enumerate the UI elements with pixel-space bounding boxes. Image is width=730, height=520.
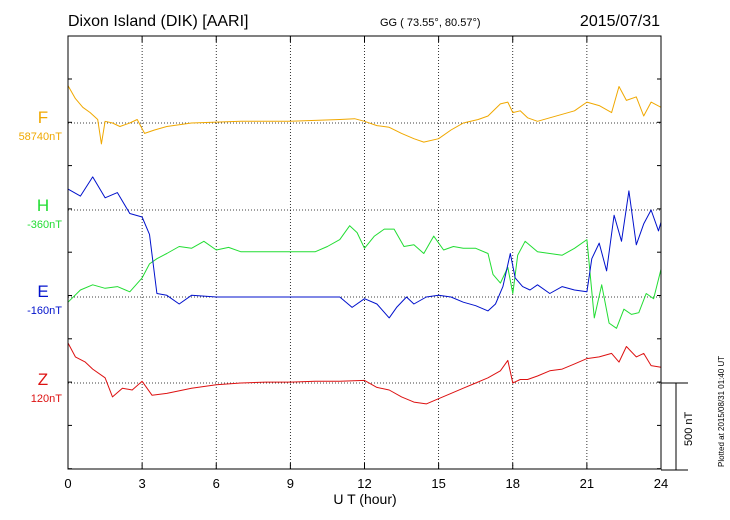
x-tick-label: 6 (213, 476, 220, 491)
series-name-h: H (37, 196, 49, 215)
x-tick-label: 12 (357, 476, 371, 491)
series-name-z: Z (38, 370, 48, 389)
series-layer (67, 85, 662, 405)
chart-date: 2015/07/31 (579, 13, 660, 30)
x-tick-label: 24 (654, 476, 668, 491)
x-tick-label: 18 (506, 476, 520, 491)
station-title: Dixon Island (DIK) [AARI] (68, 13, 249, 30)
series-line-f (67, 85, 662, 145)
series-line-e (67, 176, 662, 319)
grid-lines (68, 36, 661, 469)
series-labels: F 58740nT H -360nT E -160nT Z 120nT (19, 108, 63, 405)
series-line-z (67, 342, 662, 405)
scale-bar: 500 nT (661, 382, 695, 471)
x-tick-label: 9 (287, 476, 294, 491)
scale-bar-label: 500 nT (683, 411, 695, 446)
x-tick-label: 0 (64, 476, 71, 491)
x-tick-label: 21 (580, 476, 594, 491)
plotted-note: Plotted at 2015/08/31 01:40 UT (717, 356, 726, 467)
series-line-h (67, 225, 662, 329)
series-baseline-h: -360nT (27, 219, 62, 231)
series-name-e: E (37, 282, 48, 301)
series-baseline-z: 120nT (31, 393, 62, 405)
x-axis-label: U T (hour) (333, 491, 396, 507)
x-tick-label: 3 (139, 476, 146, 491)
series-name-f: F (38, 108, 48, 127)
series-baseline-e: -160nT (27, 305, 62, 317)
x-tick-label: 15 (431, 476, 445, 491)
station-coords: GG ( 73.55°, 80.57°) (380, 17, 481, 29)
series-baseline-f: 58740nT (19, 131, 63, 143)
x-tick-labels: 0 3 6 9 12 15 18 21 24 (64, 36, 668, 491)
